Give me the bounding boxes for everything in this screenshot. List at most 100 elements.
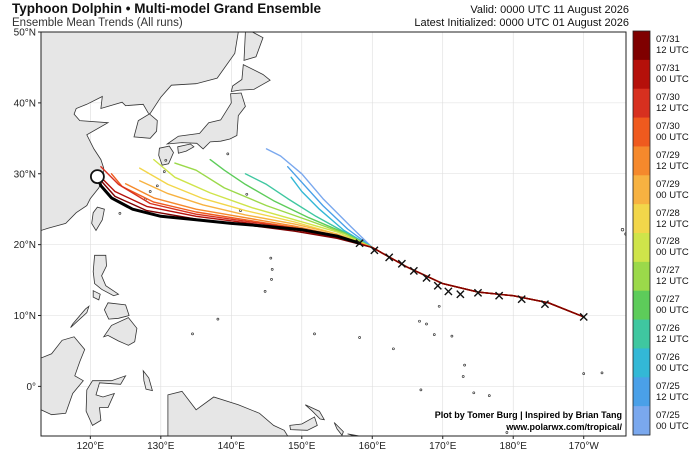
lon-tick-label: 180°E	[500, 441, 528, 449]
lon-tick-label: 170°E	[429, 441, 457, 449]
small-island	[425, 322, 428, 326]
small-island	[270, 268, 274, 271]
colorbar-label: 07/29 12 UTC	[656, 149, 689, 172]
visayas	[103, 302, 130, 320]
small-island	[450, 334, 454, 338]
small-island	[505, 431, 509, 434]
colorbar-label: 07/26 12 UTC	[656, 323, 689, 345]
honshu	[165, 92, 246, 150]
small-island	[226, 152, 230, 156]
small-island	[245, 192, 249, 196]
position-x-marker	[370, 246, 379, 255]
credit-line-2: www.polarwx.com/tropical/	[505, 422, 622, 432]
position-x-marker	[409, 266, 418, 275]
small-island	[313, 332, 316, 336]
position-x-marker	[579, 312, 588, 322]
kyushu	[158, 145, 174, 166]
lon-tick-label: 140°E	[218, 441, 246, 449]
small-island	[461, 375, 465, 378]
lat-tick-label: 50°N	[14, 28, 36, 39]
small-island	[487, 394, 491, 397]
small-island	[392, 347, 395, 351]
new-guinea	[167, 390, 289, 436]
colorbar-swatch	[633, 319, 650, 349]
small-island	[419, 388, 423, 392]
colorbar-label: 07/27 00 UTC	[656, 294, 689, 317]
lon-tick-label: 120°E	[77, 441, 105, 449]
shikoku	[177, 143, 195, 154]
colorbar-swatch	[633, 31, 650, 61]
forecast-end-circle	[90, 169, 105, 185]
position-x-marker	[456, 290, 465, 299]
position-x-marker	[473, 288, 483, 297]
small-island	[432, 333, 436, 336]
taiwan	[91, 206, 105, 232]
axis-ticks: 50°N 40°N 30°N 20°N 10°N 0° 120°E 130°E 140°E 150…	[14, 28, 600, 449]
colorbar-label: 07/28 12 UTC	[656, 207, 689, 230]
colorbar-swatch	[633, 406, 650, 436]
small-island	[118, 212, 122, 215]
position-x-marker	[422, 273, 431, 283]
land-masses	[41, 32, 626, 436]
hokkaido	[230, 63, 271, 92]
credit-line-1: Plot by Tomer Burg | Inspired by Brian T…	[435, 410, 622, 420]
colorbar-frame	[632, 30, 651, 436]
small-island	[437, 304, 441, 308]
position-x-marker	[433, 281, 442, 290]
colorbar-swatch	[633, 204, 650, 234]
position-x-marker	[444, 287, 453, 296]
colorbar-swatch	[633, 88, 650, 119]
small-island	[162, 170, 166, 173]
position-x-marker	[540, 300, 550, 309]
small-island	[270, 278, 273, 281]
lon-tick-label: 170°W	[569, 441, 600, 449]
colorbar-swatch	[633, 233, 650, 263]
lat-tick-label: 10°N	[14, 311, 36, 322]
position-x-marker	[517, 295, 526, 304]
observed-positions	[90, 169, 588, 322]
small-island	[358, 336, 361, 339]
bougainville	[333, 422, 344, 436]
position-x-marker	[355, 239, 364, 248]
hawaiian-island	[620, 228, 625, 232]
colorbar-swatch	[633, 377, 650, 407]
small-island	[216, 317, 220, 321]
small-island	[418, 319, 421, 323]
mindoro	[92, 290, 101, 301]
colorbar-swatch	[633, 146, 650, 176]
colorbar-label: 07/26 00 UTC	[656, 351, 689, 374]
small-island	[582, 372, 586, 375]
position-x-marker	[397, 259, 406, 268]
lat-lon-grid	[41, 32, 626, 436]
small-island	[155, 184, 159, 188]
small-island	[164, 158, 168, 162]
latest-mean-track	[95, 175, 362, 245]
map-frame	[40, 31, 627, 437]
colorbar-label: 07/30 12 UTC	[656, 92, 689, 115]
small-island	[472, 391, 476, 395]
small-island	[263, 290, 267, 293]
small-island	[463, 363, 466, 367]
asia-mainland	[41, 32, 239, 231]
colorbar-swatch	[633, 348, 650, 378]
position-x-marker	[495, 291, 504, 300]
hawaiian-island	[624, 232, 626, 236]
lat-tick-label: 40°N	[14, 98, 36, 109]
lat-tick-label: 0°	[26, 382, 36, 393]
colorbar-label: 07/29 00 UTC	[656, 178, 689, 201]
map-subtitle: Ensemble Mean Trends (All runs)	[12, 17, 183, 29]
sakhalin	[243, 32, 264, 61]
latest-initialized: Latest Initialized: 0000 UTC 01 August 2…	[414, 17, 629, 29]
position-x-marker	[385, 253, 394, 262]
colorbar-swatch	[633, 290, 650, 321]
sulawesi	[85, 375, 127, 426]
colorbar-label: 07/31 12 UTC	[656, 34, 689, 57]
colorbar-swatch	[633, 117, 650, 147]
small-island	[148, 190, 152, 193]
halmahera	[142, 369, 153, 392]
lon-tick-label: 130°E	[147, 441, 175, 449]
borneo	[41, 336, 86, 416]
colorbar-label: 07/27 12 UTC	[656, 265, 689, 288]
palawan	[70, 305, 90, 328]
